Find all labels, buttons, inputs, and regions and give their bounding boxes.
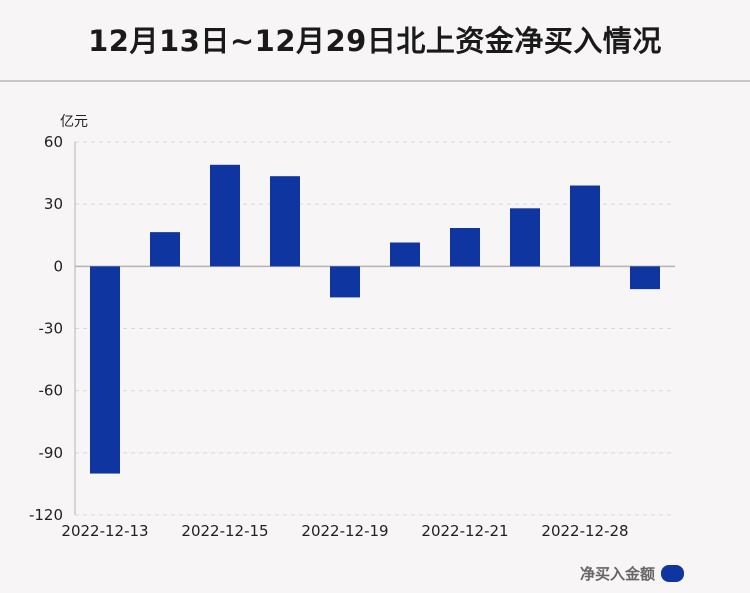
- bar: [210, 164, 240, 267]
- y-tick-label: -30: [39, 320, 64, 338]
- y-tick-label: 0: [53, 257, 63, 275]
- bars: [90, 164, 660, 474]
- axes: [74, 142, 675, 515]
- x-tick-label: 2022-12-21: [421, 522, 508, 540]
- bar: [510, 208, 540, 267]
- legend: 净买入金额: [580, 563, 684, 584]
- y-axis-unit-label: 亿元: [60, 114, 88, 130]
- x-tick-label: 2022-12-15: [181, 522, 268, 540]
- chart-title: 12月13日~12月29日北上资金净买入情况: [88, 24, 662, 58]
- x-tick-label: 2022-12-19: [301, 522, 388, 540]
- bar: [630, 266, 660, 290]
- bar: [330, 266, 360, 298]
- title-divider: [0, 80, 750, 82]
- bar: [450, 227, 480, 267]
- x-tick-labels: 2022-12-13 2022-12-15 2022-12-19 2022-12-21…: [61, 522, 628, 540]
- y-tick-label: -90: [39, 444, 64, 462]
- bar: [570, 185, 600, 267]
- y-tick-labels: 60 30 0 -30 -60 -90 -120: [29, 133, 63, 524]
- bar: [150, 232, 180, 267]
- x-tick-label: 2022-12-13: [61, 522, 148, 540]
- y-tick-label: 30: [44, 195, 63, 213]
- grid-lines: [75, 141, 675, 516]
- y-tick-label: -120: [29, 506, 63, 524]
- y-tick-label: 60: [44, 133, 63, 151]
- legend-label: 净买入金额: [579, 565, 655, 583]
- legend-swatch: [661, 565, 684, 582]
- bar: [270, 176, 300, 267]
- bar: [390, 242, 420, 267]
- x-tick-label: 2022-12-28: [541, 522, 628, 540]
- y-tick-label: -60: [39, 382, 64, 400]
- bar: [90, 266, 120, 474]
